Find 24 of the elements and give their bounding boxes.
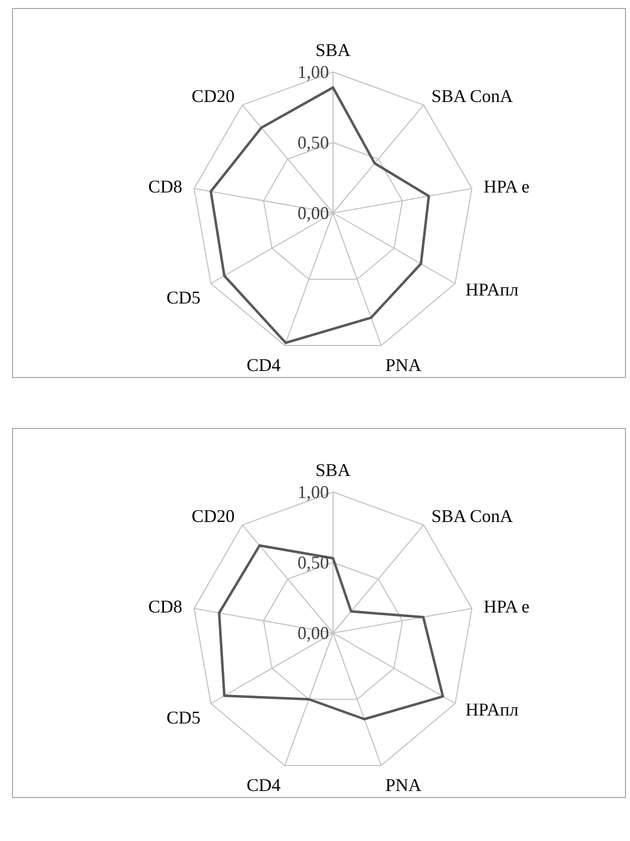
spoke-label: CD20 (192, 506, 235, 526)
y-tick-label: 0,00 (298, 203, 329, 223)
y-tick-label: 1,00 (298, 62, 329, 82)
spoke-label: PNA (385, 774, 422, 795)
spoke-label: HPA e (484, 596, 530, 616)
spoke-label: CD5 (166, 708, 200, 728)
y-tick-label: 0,50 (298, 132, 329, 152)
spoke-label: SBA ConA (431, 86, 513, 106)
y-tick-label: 0,50 (298, 552, 329, 572)
spoke-label: SBA (315, 40, 351, 60)
spoke-label: CD5 (166, 288, 200, 308)
spoke-label: CD8 (148, 176, 182, 196)
spoke-label: HPAпл (466, 700, 518, 720)
y-tick-label: 0,00 (298, 623, 329, 643)
spoke-label: SBA ConA (431, 506, 513, 526)
spoke-label: PNA (385, 354, 422, 375)
spoke-label: HPA e (484, 176, 530, 196)
spoke-label: HPAпл (466, 280, 518, 300)
spoke-label: CD4 (246, 354, 281, 375)
y-tick-label: 1,00 (298, 482, 329, 502)
spoke-label: CD8 (148, 596, 182, 616)
spoke-label: CD20 (192, 86, 235, 106)
spoke-label: CD4 (246, 774, 281, 795)
spoke-label: SBA (315, 460, 351, 480)
